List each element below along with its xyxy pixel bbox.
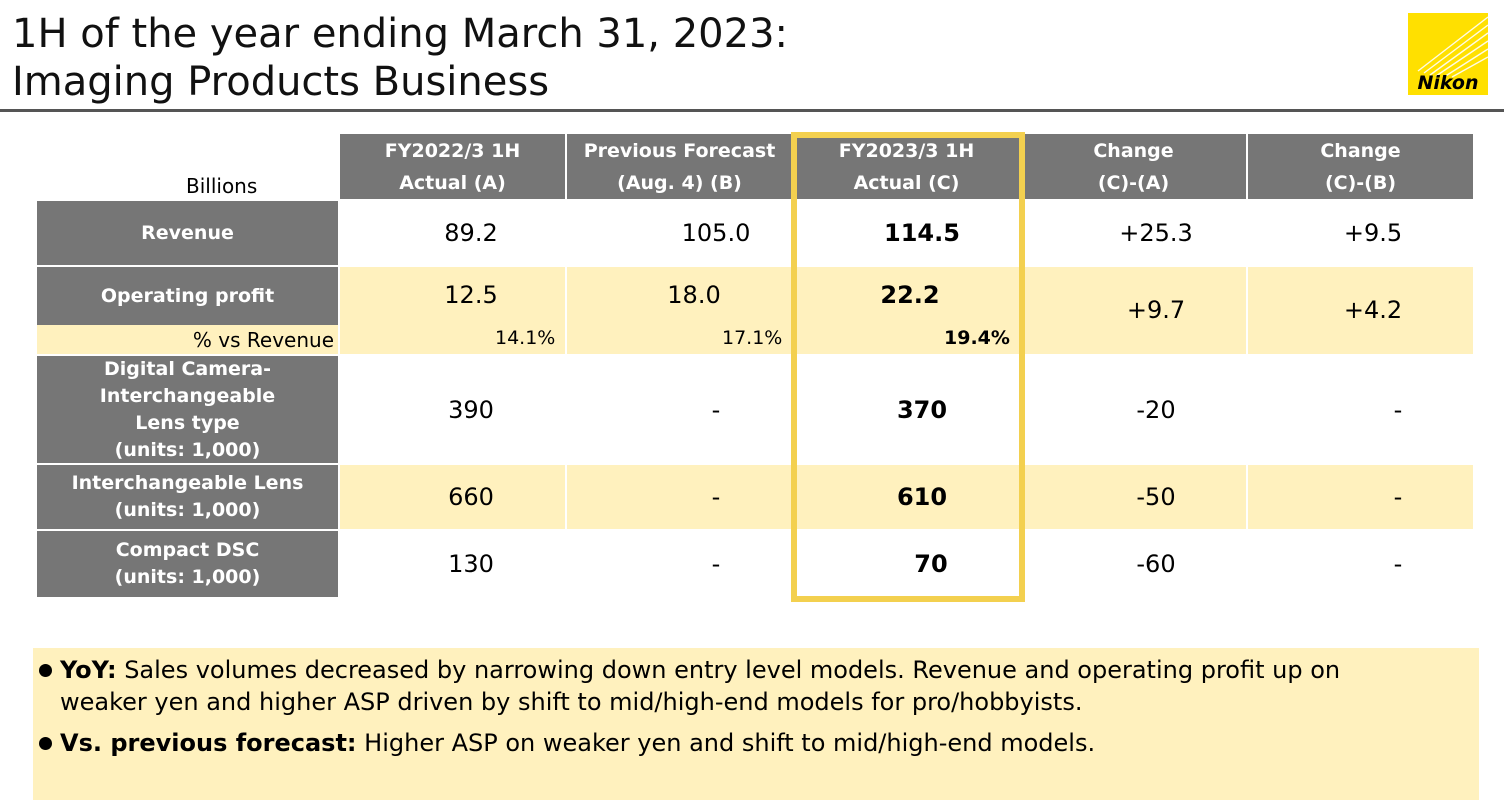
col-header-line2: Actual (A) xyxy=(399,171,506,194)
revenue-value-a: 89.2 xyxy=(444,219,498,247)
fy2023-highlight-frame xyxy=(791,132,1025,602)
col-header-line2: Actual (C) xyxy=(853,171,960,194)
note-yoy-line2: weaker yen and higher ASP driven by shif… xyxy=(60,688,1083,716)
row-label-line: Interchangeable Lens xyxy=(71,472,304,494)
nikon-logo: Nikon xyxy=(1408,13,1488,95)
op-value-a: 12.5 xyxy=(444,281,498,309)
row-label-line: (units: 1,000) xyxy=(114,438,261,461)
col-header-change-ca: Change (C)-(A) xyxy=(1021,134,1246,199)
row-label: Operating profit xyxy=(100,284,275,307)
title-line-1: 1H of the year ending March 31, 2023: xyxy=(12,11,788,57)
row-label-line: Digital Camera- xyxy=(104,357,271,380)
op-value-c: 22.2 xyxy=(880,281,940,309)
notes-box xyxy=(33,648,1479,800)
col-header-change-cb: Change (C)-(B) xyxy=(1248,134,1473,199)
il-value-c: 610 xyxy=(896,483,948,511)
op-cell-c xyxy=(794,267,1019,354)
revenue-change-cb: +9.5 xyxy=(1343,219,1403,247)
dc-change-ca: -20 xyxy=(1136,395,1176,424)
bullet-icon xyxy=(39,664,52,677)
il-cell-c xyxy=(794,465,1019,529)
cdsc-value-b: - xyxy=(711,550,721,578)
col-header-line2: (C)-(B) xyxy=(1324,171,1397,194)
note-prev: Vs. previous forecast: Higher ASP on wea… xyxy=(60,727,1095,759)
op-pct-a: 14.1% xyxy=(495,327,556,349)
il-change-ca: -50 xyxy=(1136,483,1176,511)
note-yoy-label: YoY: xyxy=(60,656,117,684)
op-pct-b: 17.1% xyxy=(722,327,783,349)
note-yoy-line1: Sales volumes decreased by narrowing dow… xyxy=(116,656,1341,684)
revenue-value-b: 105.0 xyxy=(681,219,751,247)
op-cell-b xyxy=(567,267,792,354)
row-label-line: Lens type xyxy=(135,411,240,434)
row-label-line: (units: 1,000) xyxy=(114,566,261,588)
nikon-logo-icon: Nikon xyxy=(1408,13,1488,95)
op-change-cb: +4.2 xyxy=(1343,296,1403,324)
row-header-interchangeable-lens: Interchangeable Lens (units: 1,000) xyxy=(37,465,338,529)
col-header-line1: Change xyxy=(1093,139,1174,162)
revenue-change-ca: +25.3 xyxy=(1119,219,1193,247)
cdsc-change-ca: -60 xyxy=(1136,550,1176,578)
revenue-value-c: 114.5 xyxy=(884,219,960,247)
dc-change-cb: - xyxy=(1393,395,1403,424)
note-yoy: YoY: Sales volumes decreased by narrowin… xyxy=(60,654,1340,686)
col-header-line1: FY2023/3 1H xyxy=(838,139,975,162)
cdsc-value-a: 130 xyxy=(448,550,494,578)
col-header-line1: FY2022/3 1H xyxy=(384,139,521,162)
title-rule xyxy=(0,109,1504,112)
il-cell-a xyxy=(340,465,565,529)
il-cell-ca xyxy=(1021,465,1246,529)
note-prev-text: Higher ASP on weaker yen and shift to mi… xyxy=(356,729,1096,757)
op-cell-cb xyxy=(1248,267,1473,354)
op-value-b: 18.0 xyxy=(667,281,721,309)
col-header-line1: Previous Forecast xyxy=(583,139,776,162)
dc-value-a: 390 xyxy=(448,395,494,424)
cdsc-value-c: 70 xyxy=(914,550,948,578)
title-line-2: Imaging Products Business xyxy=(12,59,550,105)
op-cell-a xyxy=(340,267,565,354)
row-header-operating-profit: Operating profit xyxy=(37,267,338,325)
col-header-line2: (Aug. 4) (B) xyxy=(617,171,742,194)
col-header-line1: Change xyxy=(1320,139,1401,162)
op-change-ca: +9.7 xyxy=(1126,296,1186,324)
row-header-compact-dsc: Compact DSC (units: 1,000) xyxy=(37,531,338,597)
col-header-fy2022: FY2022/3 1H Actual (A) xyxy=(340,134,565,199)
row-label-line: (units: 1,000) xyxy=(114,499,261,521)
il-change-cb: - xyxy=(1393,483,1403,511)
il-cell-b xyxy=(567,465,792,529)
il-value-b: - xyxy=(711,483,721,511)
cdsc-change-cb: - xyxy=(1393,550,1403,578)
dc-value-b: - xyxy=(711,395,721,424)
dc-value-c: 370 xyxy=(896,395,948,424)
note-prev-label: Vs. previous forecast: xyxy=(60,729,357,757)
col-header-line2: (C)-(A) xyxy=(1097,171,1170,194)
op-cell-ca xyxy=(1021,267,1246,354)
col-header-fy2023: FY2023/3 1H Actual (C) xyxy=(794,134,1019,199)
logo-text: Nikon xyxy=(1418,72,1479,94)
row-label: Revenue xyxy=(141,221,234,244)
col-header-prev-forecast: Previous Forecast (Aug. 4) (B) xyxy=(567,134,792,199)
row-label-line: Compact DSC xyxy=(115,539,260,561)
il-value-a: 660 xyxy=(448,483,494,511)
row-header-revenue: Revenue xyxy=(37,201,338,265)
bullet-icon xyxy=(39,737,52,750)
op-pct-c: 19.4% xyxy=(944,327,1010,349)
il-cell-cb xyxy=(1248,465,1473,529)
row-header-digital-camera: Digital Camera- Interchangeable Lens typ… xyxy=(37,356,338,463)
pct-vs-revenue-label: % vs Revenue xyxy=(37,325,338,354)
page-title: 1H of the year ending March 31, 2023: Im… xyxy=(12,10,788,106)
row-label-line: Interchangeable xyxy=(99,384,276,407)
